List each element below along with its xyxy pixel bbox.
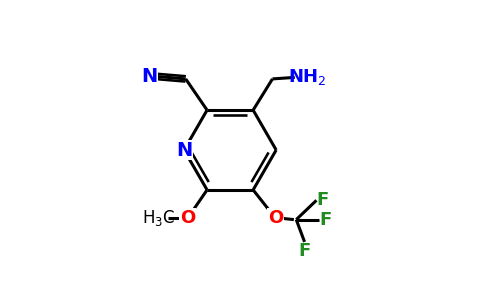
- Text: NH$_2$: NH$_2$: [288, 68, 327, 87]
- Text: H$_3$C: H$_3$C: [142, 208, 175, 228]
- Text: F: F: [319, 211, 331, 229]
- Text: O: O: [268, 209, 283, 227]
- Text: O: O: [180, 209, 196, 227]
- Text: F: F: [299, 242, 311, 260]
- Text: F: F: [317, 191, 329, 209]
- Text: N: N: [176, 140, 192, 160]
- Text: N: N: [141, 67, 157, 86]
